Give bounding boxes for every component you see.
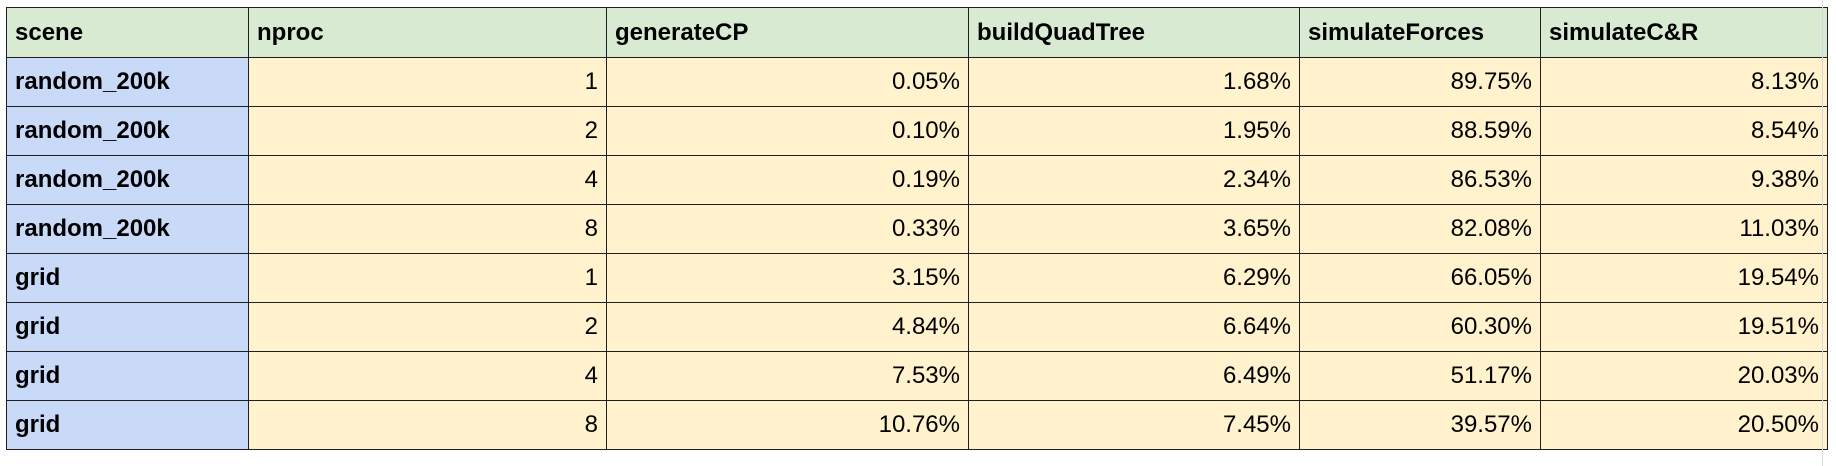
header-cell-nproc[interactable]: nproc <box>248 7 607 58</box>
cell-simulatecr[interactable]: 19.54% <box>1540 253 1828 303</box>
cell-simulateforces[interactable]: 86.53% <box>1299 155 1541 205</box>
cell-scene[interactable]: grid <box>6 351 249 401</box>
table-row: grid 2 4.84% 6.64% 60.30% 19.51% <box>6 302 1828 352</box>
cell-generatecp[interactable]: 3.15% <box>606 253 969 303</box>
cell-simulatecr[interactable]: 8.54% <box>1540 106 1828 156</box>
cell-scene[interactable]: random_200k <box>6 204 249 254</box>
cell-generatecp[interactable]: 0.10% <box>606 106 969 156</box>
cell-nproc[interactable]: 2 <box>248 106 607 156</box>
cell-simulatecr[interactable]: 8.13% <box>1540 57 1828 107</box>
cell-buildquadtree[interactable]: 7.45% <box>968 400 1300 450</box>
cell-scene[interactable]: random_200k <box>6 57 249 107</box>
cell-simulateforces[interactable]: 60.30% <box>1299 302 1541 352</box>
cell-scene[interactable]: grid <box>6 302 249 352</box>
cell-generatecp[interactable]: 0.19% <box>606 155 969 205</box>
cell-simulatecr[interactable]: 20.50% <box>1540 400 1828 450</box>
cell-scene[interactable]: grid <box>6 253 249 303</box>
cell-buildquadtree[interactable]: 1.95% <box>968 106 1300 156</box>
cell-buildquadtree[interactable]: 6.64% <box>968 302 1300 352</box>
data-table: scene nproc generateCP buildQuadTree sim… <box>6 7 1828 450</box>
cell-nproc[interactable]: 8 <box>248 400 607 450</box>
table-row: grid 8 10.76% 7.45% 39.57% 20.50% <box>6 400 1828 450</box>
cell-simulatecr[interactable]: 11.03% <box>1540 204 1828 254</box>
cell-nproc[interactable]: 2 <box>248 302 607 352</box>
cell-simulateforces[interactable]: 39.57% <box>1299 400 1541 450</box>
cell-nproc[interactable]: 1 <box>248 57 607 107</box>
cell-buildquadtree[interactable]: 6.49% <box>968 351 1300 401</box>
header-cell-generatecp[interactable]: generateCP <box>606 7 969 58</box>
cell-simulatecr[interactable]: 20.03% <box>1540 351 1828 401</box>
cell-simulatecr[interactable]: 9.38% <box>1540 155 1828 205</box>
column-gutter <box>1822 0 1836 466</box>
table-row: random_200k 8 0.33% 3.65% 82.08% 11.03% <box>6 204 1828 254</box>
cell-nproc[interactable]: 8 <box>248 204 607 254</box>
cell-simulateforces[interactable]: 51.17% <box>1299 351 1541 401</box>
cell-nproc[interactable]: 4 <box>248 155 607 205</box>
cell-generatecp[interactable]: 4.84% <box>606 302 969 352</box>
cell-scene[interactable]: grid <box>6 400 249 450</box>
cell-generatecp[interactable]: 10.76% <box>606 400 969 450</box>
header-cell-simulatecr[interactable]: simulateC&R <box>1540 7 1828 58</box>
cell-simulateforces[interactable]: 66.05% <box>1299 253 1541 303</box>
cell-simulateforces[interactable]: 82.08% <box>1299 204 1541 254</box>
cell-generatecp[interactable]: 0.33% <box>606 204 969 254</box>
table-row: random_200k 4 0.19% 2.34% 86.53% 9.38% <box>6 155 1828 205</box>
cell-scene[interactable]: random_200k <box>6 106 249 156</box>
table-row: random_200k 2 0.10% 1.95% 88.59% 8.54% <box>6 106 1828 156</box>
cell-nproc[interactable]: 1 <box>248 253 607 303</box>
header-cell-simulateforces[interactable]: simulateForces <box>1299 7 1541 58</box>
cell-nproc[interactable]: 4 <box>248 351 607 401</box>
table-row: grid 1 3.15% 6.29% 66.05% 19.54% <box>6 253 1828 303</box>
cell-simulateforces[interactable]: 88.59% <box>1299 106 1541 156</box>
spreadsheet-grid: scene nproc generateCP buildQuadTree sim… <box>6 7 1828 450</box>
header-row: scene nproc generateCP buildQuadTree sim… <box>6 7 1828 58</box>
cell-buildquadtree[interactable]: 6.29% <box>968 253 1300 303</box>
table-row: grid 4 7.53% 6.49% 51.17% 20.03% <box>6 351 1828 401</box>
cell-generatecp[interactable]: 7.53% <box>606 351 969 401</box>
cell-buildquadtree[interactable]: 2.34% <box>968 155 1300 205</box>
header-cell-scene[interactable]: scene <box>6 7 249 58</box>
table-row: random_200k 1 0.05% 1.68% 89.75% 8.13% <box>6 57 1828 107</box>
cell-scene[interactable]: random_200k <box>6 155 249 205</box>
cell-buildquadtree[interactable]: 3.65% <box>968 204 1300 254</box>
cell-buildquadtree[interactable]: 1.68% <box>968 57 1300 107</box>
cell-generatecp[interactable]: 0.05% <box>606 57 969 107</box>
header-cell-buildquadtree[interactable]: buildQuadTree <box>968 7 1300 58</box>
cell-simulateforces[interactable]: 89.75% <box>1299 57 1541 107</box>
cell-simulatecr[interactable]: 19.51% <box>1540 302 1828 352</box>
